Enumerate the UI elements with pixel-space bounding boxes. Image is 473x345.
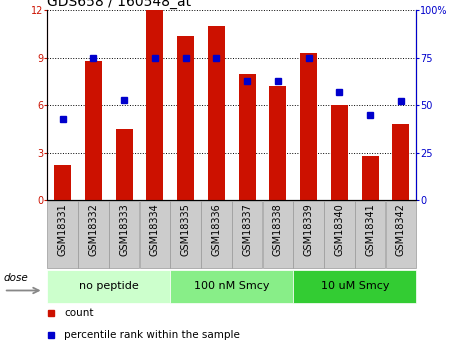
Bar — [116, 129, 132, 200]
Bar — [239, 73, 255, 200]
Bar — [208, 26, 225, 200]
Bar — [263, 201, 293, 268]
Bar — [293, 270, 416, 303]
Text: dose: dose — [4, 273, 28, 283]
Bar — [201, 201, 232, 268]
Bar — [78, 201, 109, 268]
Text: GSM18333: GSM18333 — [119, 203, 129, 256]
Bar — [355, 201, 385, 268]
Text: count: count — [64, 308, 93, 318]
Bar — [232, 201, 263, 268]
Bar — [393, 124, 409, 200]
Text: GSM18335: GSM18335 — [181, 203, 191, 256]
Bar — [170, 201, 201, 268]
Bar — [109, 201, 140, 268]
Text: GSM18336: GSM18336 — [211, 203, 221, 256]
Text: percentile rank within the sample: percentile rank within the sample — [64, 330, 240, 339]
Text: GSM18338: GSM18338 — [273, 203, 283, 256]
Text: 100 nM Smcy: 100 nM Smcy — [194, 282, 270, 291]
Text: GSM18341: GSM18341 — [365, 203, 375, 256]
Text: GSM18334: GSM18334 — [150, 203, 160, 256]
Bar — [85, 61, 102, 200]
Bar — [300, 53, 317, 200]
Bar — [385, 201, 416, 268]
Bar — [270, 86, 286, 200]
Bar — [54, 165, 71, 200]
Text: 10 uM Smcy: 10 uM Smcy — [321, 282, 389, 291]
Bar — [293, 201, 324, 268]
Bar — [147, 10, 163, 200]
Text: GSM18340: GSM18340 — [334, 203, 344, 256]
Bar — [362, 156, 378, 200]
Bar — [47, 270, 170, 303]
Text: GSM18331: GSM18331 — [58, 203, 68, 256]
Text: GSM18342: GSM18342 — [396, 203, 406, 256]
Bar — [324, 201, 355, 268]
Bar — [331, 105, 348, 200]
Text: GDS658 / 160548_at: GDS658 / 160548_at — [47, 0, 192, 9]
Text: no peptide: no peptide — [79, 282, 139, 291]
Bar — [47, 201, 78, 268]
Text: GSM18339: GSM18339 — [304, 203, 314, 256]
Bar — [177, 36, 194, 200]
Bar — [170, 270, 293, 303]
Text: GSM18337: GSM18337 — [242, 203, 252, 256]
Text: GSM18332: GSM18332 — [88, 203, 98, 256]
Bar — [140, 201, 170, 268]
